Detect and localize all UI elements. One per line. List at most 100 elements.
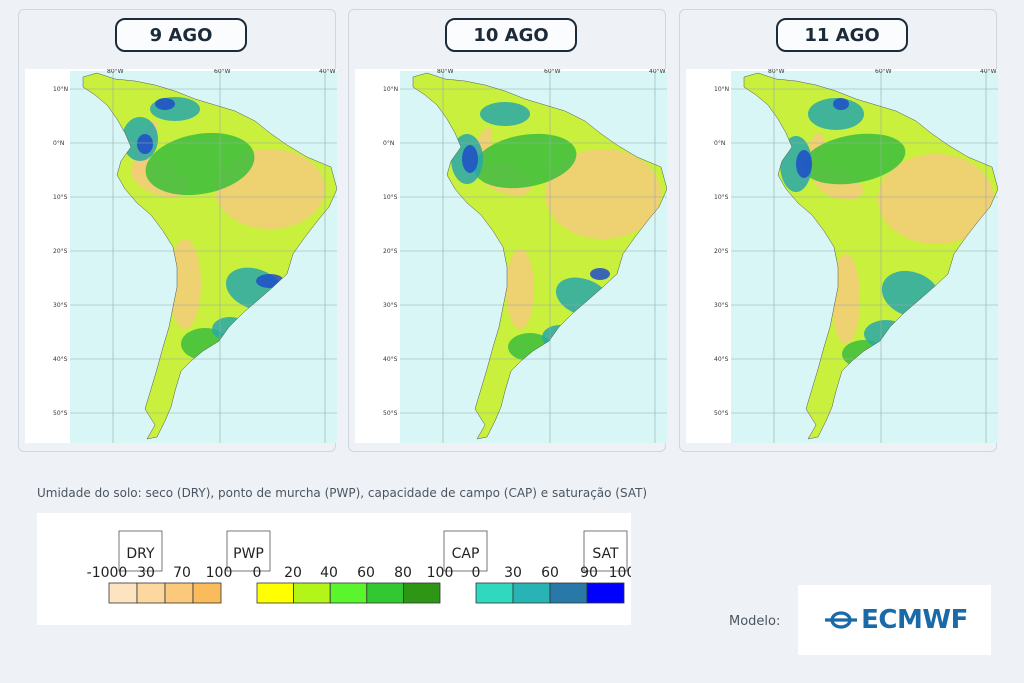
- legend-tick-label: 100: [427, 565, 454, 581]
- moisture-region: [833, 98, 849, 110]
- ecmwf-logo-icon: [825, 611, 858, 629]
- moisture-region: [796, 150, 812, 178]
- legend-tick-label: 70: [173, 565, 191, 581]
- moisture-region: [155, 98, 175, 110]
- moisture-region: [169, 239, 201, 329]
- legend-tag-box: [443, 530, 488, 572]
- latitude-label: 50°S: [53, 410, 68, 417]
- legend-tick-label: 30: [137, 565, 155, 581]
- moisture-region: [480, 102, 530, 126]
- legend-swatch-dry: [108, 582, 138, 604]
- legend-swatch-dry: [192, 582, 222, 604]
- legend-tag-pwp: PWP: [233, 546, 264, 562]
- moisture-region: [832, 254, 860, 344]
- legend-tick-label: 80: [394, 565, 412, 581]
- legend-tick-label: 100: [609, 565, 631, 581]
- latitude-label: 40°S: [53, 356, 68, 363]
- legend-tick-label: 40: [320, 565, 338, 581]
- latitude-label: 20°S: [53, 248, 68, 255]
- latitude-label: 0°N: [383, 140, 394, 147]
- latitude-label: 10°N: [383, 86, 398, 93]
- latitude-label: 0°N: [53, 140, 64, 147]
- moisture-region: [506, 249, 534, 329]
- legend-caption: Umidade do solo: seco (DRY), ponto de mu…: [37, 486, 648, 500]
- latitude-label: 10°N: [714, 86, 729, 93]
- color-legend: DRY PWP CAP SAT -1000 30 70 100 0 20 40 60 80 100 0 30 6…: [37, 513, 631, 625]
- moisture-region: [145, 132, 255, 196]
- legend-tag-box: [583, 530, 628, 572]
- legend-swatch-pwp: [329, 582, 368, 604]
- legend-swatch-cap-sat: [475, 582, 514, 604]
- date-label: 11 AGO: [776, 18, 908, 52]
- legend-tick-label: 60: [357, 565, 375, 581]
- legend-swatch-pwp: [366, 582, 404, 604]
- ecmwf-logo-text: ECMWF: [861, 605, 968, 635]
- legend-swatch-pwp: [293, 582, 331, 604]
- legend-tick-label: 20: [284, 565, 302, 581]
- moisture-layer: [780, 98, 994, 368]
- forecast-panel-2: 10 AGO 10°N 0°N 10°S 20°S 30°S 40°S 50°S 80°W 60…: [348, 9, 667, 452]
- longitude-label: 60°W: [214, 69, 231, 75]
- legend-swatch-pwp: [256, 582, 294, 604]
- soil-moisture-map: 10°N 0°N 10°S 20°S 30°S 40°S 50°S 80°W 60°W 40°W: [25, 69, 337, 443]
- legend-swatch-dry: [164, 582, 194, 604]
- moisture-region: [137, 134, 153, 154]
- latitude-label: 20°S: [383, 248, 398, 255]
- latitude-label: 50°S: [714, 410, 729, 417]
- latitude-label: 10°S: [714, 194, 729, 201]
- latitude-label: 40°S: [714, 356, 729, 363]
- longitude-label: 40°W: [649, 69, 666, 75]
- legend-tick-label: 90: [580, 565, 598, 581]
- coastline: [743, 72, 998, 440]
- coastline: [82, 72, 337, 440]
- latitude-label: 40°S: [383, 356, 398, 363]
- longitude-label: 40°W: [319, 69, 336, 75]
- longitude-label: 60°W: [544, 69, 561, 75]
- longitude-label: 40°W: [980, 69, 997, 75]
- moisture-region: [802, 133, 906, 185]
- legend-tag-box: [118, 530, 163, 572]
- moisture-region: [473, 133, 577, 189]
- latitude-label: 30°S: [714, 302, 729, 309]
- latitude-label: 20°S: [714, 248, 729, 255]
- latitude-label: 10°N: [53, 86, 68, 93]
- legend-tag-box: [226, 530, 271, 572]
- legend-tick-label: -1000: [87, 565, 128, 581]
- longitude-label: 60°W: [875, 69, 892, 75]
- legend-tick-label: 0: [472, 565, 481, 581]
- moisture-region: [878, 154, 994, 244]
- latitude-label: 10°S: [383, 194, 398, 201]
- date-label: 10 AGO: [445, 18, 577, 52]
- legend-tick-label: 0: [253, 565, 262, 581]
- legend-swatch-pwp: [402, 582, 441, 604]
- latitude-label: 30°S: [53, 302, 68, 309]
- moisture-region: [590, 268, 610, 280]
- legend-tag-dry: DRY: [126, 546, 155, 562]
- longitude-label: 80°W: [107, 69, 124, 75]
- legend-tick-label: 60: [541, 565, 559, 581]
- latitude-label: 50°S: [383, 410, 398, 417]
- date-label: 9 AGO: [115, 18, 247, 52]
- moisture-region: [808, 98, 864, 130]
- legend-swatch-cap-sat: [512, 582, 551, 604]
- model-label: Modelo:: [729, 614, 781, 629]
- coastline: [412, 72, 667, 440]
- longitude-label: 80°W: [437, 69, 454, 75]
- legend-swatch-dry: [136, 582, 166, 604]
- longitude-label: 80°W: [768, 69, 785, 75]
- soil-moisture-map: 10°N 0°N 10°S 20°S 30°S 40°S 50°S 80°W 60°W 40°W: [686, 69, 998, 443]
- latitude-label: 0°N: [714, 140, 725, 147]
- legend-tick-label: 100: [206, 565, 233, 581]
- moisture-region: [545, 149, 661, 239]
- latitude-label: 10°S: [53, 194, 68, 201]
- legend-tag-sat: SAT: [592, 546, 619, 562]
- moisture-region: [462, 145, 478, 173]
- legend-swatch-cap-sat: [549, 582, 588, 604]
- forecast-panel-3: 11 AGO 10°N 0°N 10°S 20°S 30°S 40°S 50°S 80°W 60…: [679, 9, 998, 452]
- forecast-panel-1: 9 AGO 10°N 0°N 10°S 20°S 30°S 40°S 50°S 80°W 60°…: [18, 9, 337, 452]
- legend-tag-cap: CAP: [452, 546, 480, 562]
- legend-swatch-cap-sat: [586, 582, 625, 604]
- legend-tick-label: 30: [504, 565, 522, 581]
- soil-moisture-map: 10°N 0°N 10°S 20°S 30°S 40°S 50°S 80°W 60°W 40°W: [355, 69, 667, 443]
- ecmwf-logo: ECMWF: [798, 585, 991, 655]
